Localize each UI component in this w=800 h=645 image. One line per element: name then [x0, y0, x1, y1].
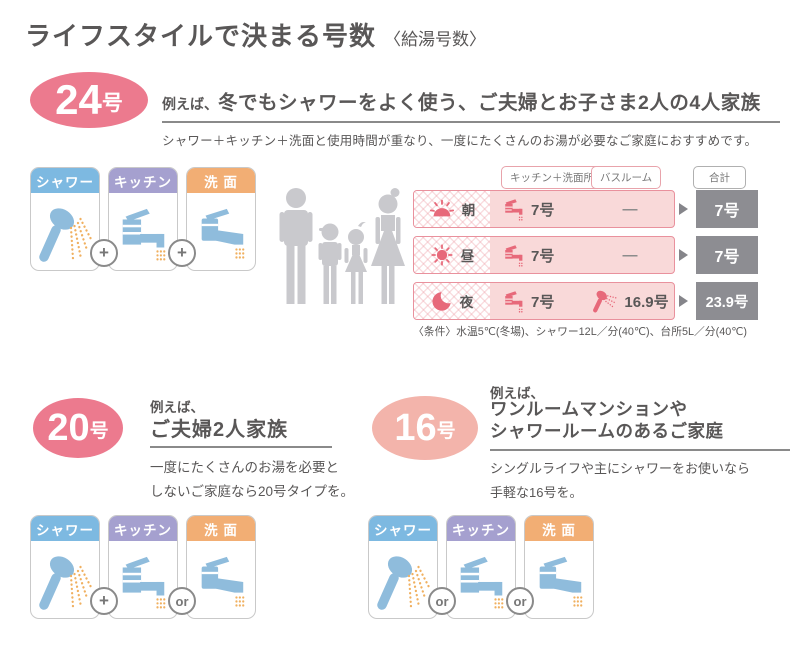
body-line: 手軽な16号を。	[490, 485, 583, 500]
bath-value: —	[622, 200, 638, 218]
kitchen-card-label: キッチン	[109, 516, 177, 541]
sun-icon	[431, 244, 453, 266]
kitchen-faucet-icon	[121, 555, 166, 610]
page-title: ライフスタイルで決まる号数 〈給湯号数〉	[25, 16, 486, 53]
section-20-headline: ご夫婦2人家族	[150, 419, 289, 441]
divider	[490, 449, 790, 451]
total-morning: 7号	[696, 190, 758, 228]
page-title-text: ライフスタイルで決まる号数	[25, 21, 377, 51]
badge-24-number: 24	[55, 76, 102, 123]
plus-connector: +	[90, 239, 118, 267]
kitchen-faucet-icon	[121, 207, 166, 262]
badge-20-number: 20	[47, 407, 90, 449]
bath-value: —	[622, 246, 638, 264]
divider	[162, 121, 780, 123]
time-label: 昼	[460, 249, 475, 264]
column-header-bathroom: バスルーム	[591, 166, 662, 189]
washbasin-faucet-icon	[200, 207, 245, 261]
time-label: 夜	[459, 295, 474, 310]
faucet-icon	[504, 290, 524, 314]
washbasin-card: 洗 面	[186, 167, 256, 271]
badge-24gou: 24 号	[30, 72, 148, 128]
shower-icon	[591, 288, 619, 314]
column-header-kitchen-washroom: キッチン＋洗面所	[501, 166, 603, 189]
total-night: 23.9号	[696, 282, 758, 320]
bath-value: 16.9号	[624, 293, 669, 311]
badge-20-unit: 号	[89, 420, 109, 442]
faucet-icon	[504, 244, 524, 268]
table-row-morning: 朝 7号 —	[413, 190, 675, 228]
headline-line: ワンルームマンションや	[490, 399, 688, 419]
example-prefix: 例えば、	[150, 400, 204, 415]
washbasin-faucet-icon	[538, 555, 583, 609]
plus-connector: +	[168, 239, 196, 267]
body-line: しないご家庭なら20号タイプを。	[150, 484, 355, 499]
arrow-right-icon	[679, 203, 688, 215]
conditions-note: 〈条件〉水温5℃(冬場)、シャワー12L／分(40℃)、台所5L／分(40℃)	[413, 326, 747, 338]
shower-card: シャワー	[30, 515, 100, 619]
shower-card-label: シャワー	[31, 168, 99, 193]
table-row-night: 夜 7号 16.9号	[413, 282, 675, 320]
column-header-total: 合計	[693, 166, 746, 189]
or-connector: or	[506, 587, 534, 615]
kitchen-card: キッチン	[446, 515, 516, 619]
or-connector: or	[428, 587, 456, 615]
section-20-body: 一度にたくさんのお湯を必要と しないご家庭なら20号タイプを。	[150, 456, 354, 504]
arrow-right-icon	[679, 295, 688, 307]
moon-icon	[432, 292, 451, 311]
example-prefix: 例えば、	[490, 386, 544, 401]
headline-line: シャワールームのあるご家庭	[490, 421, 724, 441]
divider	[150, 446, 332, 448]
section-24-lead: シャワー＋キッチン＋洗面と使用時間が重なり、一度にたくさんのお湯が必要なご家庭に…	[162, 134, 758, 148]
section-16-body: シングルライフや主にシャワーをお使いなら 手軽な16号を。	[490, 457, 750, 505]
kitchen-value: 7号	[531, 247, 555, 265]
shower-card-label: シャワー	[31, 516, 99, 541]
badge-16-number: 16	[394, 407, 437, 449]
badge-20gou: 20 号	[33, 398, 123, 458]
time-label: 朝	[461, 203, 476, 218]
section-16-headline: ワンルームマンションや シャワールームのあるご家庭	[490, 398, 723, 442]
washbasin-card-label: 洗 面	[187, 168, 255, 193]
kitchen-value: 7号	[531, 293, 555, 311]
body-line: 一度にたくさんのお湯を必要と	[150, 460, 339, 475]
shower-card: シャワー	[368, 515, 438, 619]
badge-16gou: 16 号	[372, 396, 478, 460]
arrow-right-icon	[679, 249, 688, 261]
kitchen-card-label: キッチン	[109, 168, 177, 193]
kitchen-faucet-icon	[459, 555, 504, 610]
kitchen-card: キッチン	[108, 167, 178, 271]
body-line: シングルライフや主にシャワーをお使いなら	[490, 461, 751, 476]
total-noon: 7号	[696, 236, 758, 274]
shower-card-label: シャワー	[369, 516, 437, 541]
shower-icon	[35, 203, 95, 263]
example-prefix: 例えば、	[162, 96, 218, 112]
kitchen-card-label: キッチン	[447, 516, 515, 541]
kitchen-value: 7号	[531, 201, 555, 219]
washbasin-faucet-icon	[200, 555, 245, 609]
washbasin-card-label: 洗 面	[187, 516, 255, 541]
badge-16-unit: 号	[436, 420, 456, 442]
kitchen-card: キッチン	[108, 515, 178, 619]
usage-table: キッチン＋洗面所 バスルーム 合計 朝 7号 — 7号 昼	[413, 166, 795, 344]
faucet-icon	[504, 198, 524, 222]
washbasin-card-label: 洗 面	[525, 516, 593, 541]
shower-card: シャワー	[30, 167, 100, 271]
family-of-four-icon	[279, 188, 405, 304]
section-24-headline: 例えば、 冬でもシャワーをよく使う、ご夫婦とお子さま2人の4人家族	[162, 86, 761, 115]
washbasin-card: 洗 面	[524, 515, 594, 619]
badge-24-unit: 号	[101, 91, 123, 115]
sunrise-icon	[429, 199, 454, 218]
shower-icon	[373, 551, 433, 611]
headline-text: 冬でもシャワーをよく使う、ご夫婦とお子さま2人の4人家族	[218, 92, 761, 114]
plus-connector: +	[90, 587, 118, 615]
shower-icon	[35, 551, 95, 611]
table-row-noon: 昼 7号 —	[413, 236, 675, 274]
page-title-suffix: 〈給湯号数〉	[384, 30, 487, 49]
washbasin-card: 洗 面	[186, 515, 256, 619]
or-connector: or	[168, 587, 196, 615]
